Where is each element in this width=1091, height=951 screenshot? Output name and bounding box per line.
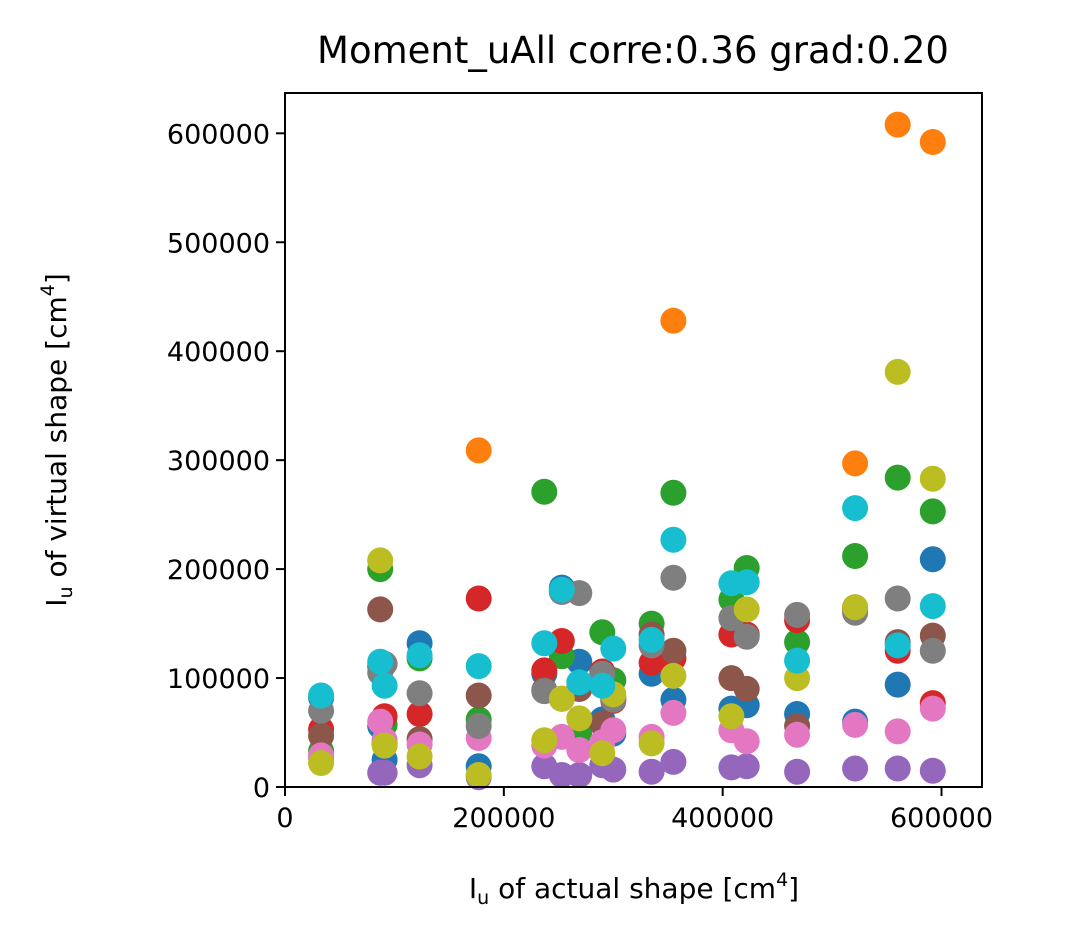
data-point (884, 585, 911, 612)
data-point (531, 657, 558, 684)
x-tick-label: 0 (276, 803, 293, 834)
data-point (784, 601, 811, 628)
data-point (308, 722, 335, 749)
data-point (371, 732, 398, 759)
data-point (733, 728, 760, 755)
x-axis-label: Iu of actual shape [cm4] (469, 869, 799, 909)
data-point (919, 546, 946, 573)
data-point (660, 564, 687, 591)
data-point (919, 498, 946, 525)
data-point (638, 730, 665, 757)
data-point (733, 569, 760, 596)
data-point (566, 669, 593, 696)
data-point (884, 632, 911, 659)
data-point (842, 450, 869, 477)
data-point (465, 682, 492, 709)
data-point (406, 743, 433, 770)
data-point (465, 653, 492, 680)
data-point (884, 111, 911, 138)
x-tick-label: 600000 (890, 803, 993, 834)
data-point (784, 758, 811, 785)
y-tick-label: 400000 (167, 337, 270, 368)
data-point (784, 629, 811, 656)
data-point (406, 701, 433, 727)
y-axis-ticks: 0 100000 200000 300000 400000 500000 600000 (167, 119, 285, 804)
data-point (919, 757, 946, 784)
data-point (842, 755, 869, 782)
data-points (308, 111, 946, 791)
data-point (531, 478, 558, 505)
data-point (884, 755, 911, 782)
x-tick-label: 200000 (452, 803, 555, 834)
data-point (919, 637, 946, 664)
data-point (784, 721, 811, 748)
data-point (660, 479, 687, 506)
y-tick-label: 0 (253, 773, 270, 804)
data-point (367, 596, 394, 623)
data-point (660, 637, 687, 664)
data-point (589, 672, 616, 699)
data-point (406, 680, 433, 707)
data-point (406, 642, 433, 669)
data-point (660, 662, 687, 689)
y-tick-label: 600000 (167, 119, 270, 150)
data-point (308, 682, 335, 709)
data-point (638, 758, 665, 785)
data-point (600, 717, 627, 744)
data-point (371, 759, 398, 786)
plot-frame (284, 92, 983, 788)
y-tick-label: 500000 (167, 228, 270, 259)
data-point (919, 129, 946, 155)
y-tick-label: 100000 (167, 664, 270, 695)
data-point (733, 675, 760, 702)
data-point (367, 648, 394, 675)
data-point (465, 437, 492, 464)
data-point (465, 762, 492, 788)
data-point (600, 635, 627, 662)
data-point (548, 685, 575, 712)
data-point (465, 713, 492, 739)
y-tick-label: 300000 (167, 446, 270, 477)
data-point (884, 718, 911, 745)
data-point (733, 753, 760, 780)
data-point (465, 585, 492, 612)
data-point (308, 750, 335, 776)
data-point (638, 626, 665, 653)
data-point (589, 740, 616, 767)
data-point (733, 623, 760, 650)
data-point (884, 358, 911, 385)
y-tick-label: 200000 (167, 555, 270, 586)
data-point (660, 699, 687, 726)
data-point (660, 526, 687, 553)
data-point (660, 748, 687, 775)
data-point (919, 465, 946, 492)
data-point (718, 703, 745, 730)
data-point (566, 762, 593, 788)
data-point (884, 671, 911, 698)
data-point (548, 576, 575, 603)
data-point (733, 596, 760, 623)
x-tick-label: 400000 (671, 803, 774, 834)
data-point (531, 727, 558, 754)
data-point (566, 705, 593, 732)
data-point (784, 647, 811, 674)
data-point (919, 695, 946, 722)
x-axis-ticks: 0 200000 400000 600000 (276, 787, 993, 834)
data-point (842, 543, 869, 569)
data-point (531, 630, 558, 657)
data-point (884, 464, 911, 491)
data-point (566, 737, 593, 763)
y-axis-label: Iu of virtual shape [cm4] (37, 273, 77, 607)
data-point (842, 594, 869, 621)
data-point (842, 495, 869, 522)
chart-title: Moment_uAll corre:0.36 grad:0.20 (317, 29, 949, 72)
data-point (842, 711, 869, 738)
data-point (919, 593, 946, 620)
data-point (371, 672, 398, 699)
data-point (660, 307, 687, 334)
data-point (367, 547, 394, 574)
